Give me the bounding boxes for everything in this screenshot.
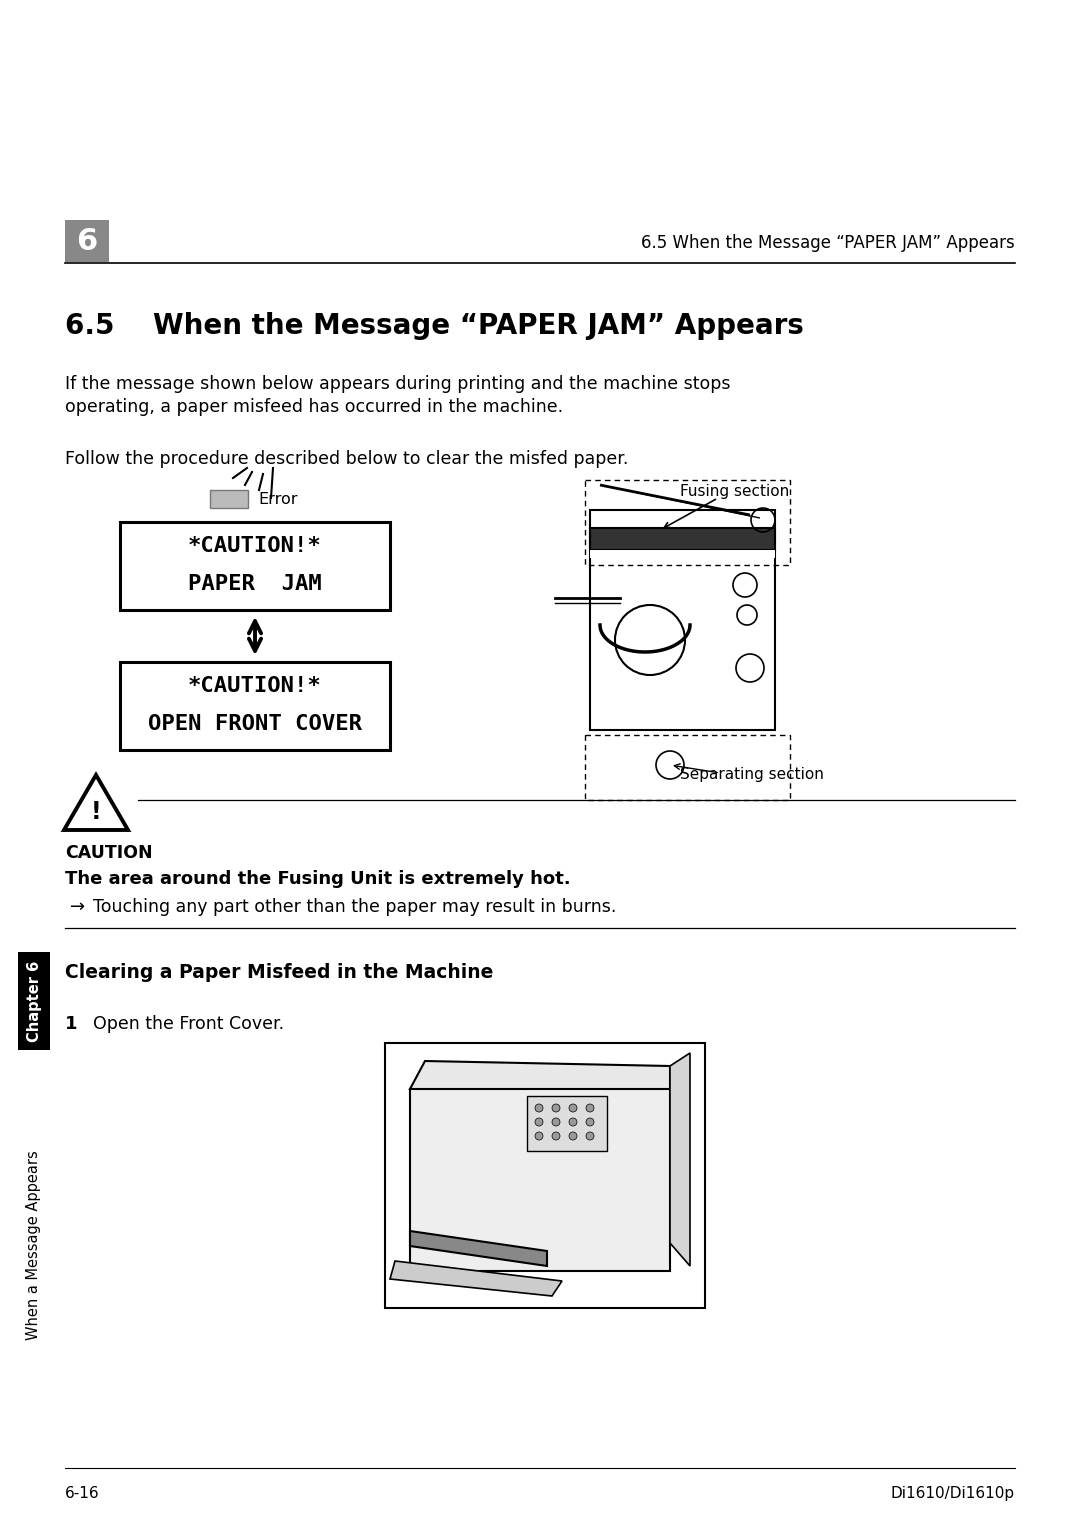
Circle shape (552, 1132, 561, 1140)
Circle shape (569, 1132, 577, 1140)
Circle shape (552, 1118, 561, 1126)
Text: The area around the Fusing Unit is extremely hot.: The area around the Fusing Unit is extre… (65, 869, 570, 888)
Circle shape (569, 1105, 577, 1112)
Circle shape (535, 1105, 543, 1112)
Bar (585, 480, 789, 565)
Text: *CAUTION!*: *CAUTION!* (188, 536, 322, 556)
Text: 6.5 When the Message “PAPER JAM” Appears: 6.5 When the Message “PAPER JAM” Appears (642, 234, 1015, 252)
Circle shape (569, 1118, 577, 1126)
Polygon shape (410, 1060, 670, 1091)
Bar (590, 550, 775, 558)
Text: 1: 1 (65, 1015, 78, 1033)
Text: Touching any part other than the paper may result in burns.: Touching any part other than the paper m… (93, 898, 617, 915)
Text: Separating section: Separating section (680, 767, 824, 782)
Circle shape (535, 1132, 543, 1140)
Text: CAUTION: CAUTION (65, 843, 152, 862)
Text: Chapter 6: Chapter 6 (27, 961, 41, 1042)
Polygon shape (64, 775, 129, 830)
Bar (585, 735, 789, 801)
Text: Error: Error (258, 492, 297, 506)
Circle shape (552, 1105, 561, 1112)
Text: operating, a paper misfeed has occurred in the machine.: operating, a paper misfeed has occurred … (65, 397, 563, 416)
Text: Fusing section: Fusing section (680, 484, 789, 500)
Text: PAPER  JAM: PAPER JAM (188, 575, 322, 594)
Text: OPEN FRONT COVER: OPEN FRONT COVER (148, 714, 362, 733)
Text: →: → (70, 898, 85, 915)
Text: !: ! (91, 801, 102, 824)
Bar (65, 220, 109, 261)
Text: If the message shown below appears during printing and the machine stops: If the message shown below appears durin… (65, 374, 730, 393)
Text: Di1610/Di1610p: Di1610/Di1610p (891, 1487, 1015, 1500)
Text: When a Message Appears: When a Message Appears (27, 1151, 41, 1340)
Bar (210, 490, 248, 507)
Text: Clearing a Paper Misfeed in the Machine: Clearing a Paper Misfeed in the Machine (65, 963, 494, 983)
Polygon shape (410, 1232, 546, 1267)
Bar (18, 952, 50, 1050)
Bar (410, 1089, 670, 1271)
Circle shape (586, 1132, 594, 1140)
Bar (527, 1096, 607, 1151)
Bar (384, 1044, 705, 1308)
Text: 6.5    When the Message “PAPER JAM” Appears: 6.5 When the Message “PAPER JAM” Appears (65, 312, 804, 341)
Text: Follow the procedure described below to clear the misfed paper.: Follow the procedure described below to … (65, 451, 629, 468)
Circle shape (535, 1118, 543, 1126)
Polygon shape (670, 1053, 690, 1267)
Bar (120, 523, 390, 610)
Circle shape (586, 1105, 594, 1112)
Text: *CAUTION!*: *CAUTION!* (188, 675, 322, 695)
Bar (590, 529, 775, 550)
Text: 6: 6 (77, 226, 97, 255)
Bar (120, 662, 390, 750)
Text: 6-16: 6-16 (65, 1487, 99, 1500)
Bar (590, 510, 775, 730)
Text: Open the Front Cover.: Open the Front Cover. (93, 1015, 284, 1033)
Circle shape (586, 1118, 594, 1126)
Polygon shape (390, 1261, 562, 1296)
